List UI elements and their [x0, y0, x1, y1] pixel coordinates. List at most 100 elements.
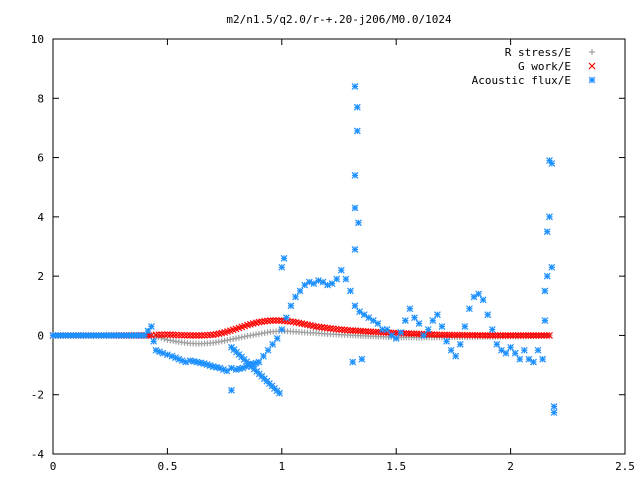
x-tick-label: 1 [278, 460, 285, 473]
data-point [228, 386, 235, 394]
data-point [415, 320, 423, 327]
data-point [430, 331, 438, 338]
data-point [543, 272, 551, 280]
data-point [353, 103, 361, 111]
data-point [161, 331, 168, 339]
data-point [447, 346, 455, 354]
data-point [479, 331, 487, 339]
data-point [351, 246, 359, 253]
data-point [266, 317, 274, 325]
data-point [438, 323, 446, 330]
data-point [489, 332, 497, 339]
data-point [520, 346, 528, 354]
data-point [406, 305, 414, 313]
data-point [497, 332, 504, 339]
data-point [524, 332, 532, 339]
data-point [333, 275, 341, 283]
y-tick-label: 8 [37, 92, 44, 105]
plot-frame [52, 38, 626, 455]
data-point [278, 326, 286, 333]
data-point [517, 332, 525, 339]
data-point [458, 331, 466, 339]
y-tick-label: 0 [37, 329, 44, 342]
data-point [465, 305, 473, 313]
data-point [461, 331, 469, 339]
legend-marker [588, 62, 596, 70]
data-point [147, 323, 155, 330]
data-point [456, 340, 464, 348]
legend-label: R stress/E [505, 46, 571, 59]
data-point [314, 277, 322, 285]
data-point [335, 326, 343, 333]
data-point [507, 332, 515, 339]
data-point [516, 355, 524, 363]
data-point [351, 302, 359, 310]
data-point [356, 308, 364, 316]
data-point [514, 332, 522, 339]
data-point [474, 331, 481, 339]
data-point [550, 409, 558, 416]
data-point [175, 331, 183, 339]
data-point [360, 311, 368, 319]
data-point [158, 331, 166, 339]
data-point [204, 331, 211, 339]
x-tick-label: 1.5 [386, 460, 406, 473]
data-point [189, 332, 197, 339]
data-point [273, 334, 281, 342]
data-point [351, 83, 359, 90]
data-point [182, 358, 190, 366]
data-point [183, 331, 191, 339]
data-point [349, 358, 357, 366]
data-point [144, 327, 152, 335]
data-point [178, 331, 186, 339]
y-tick-label: 2 [37, 270, 44, 283]
data-point [493, 340, 501, 348]
data-point [498, 346, 505, 354]
series-layer [49, 83, 558, 416]
data-point [502, 349, 510, 357]
data-point [413, 330, 420, 338]
data-point [328, 280, 336, 287]
data-point [530, 358, 537, 366]
data-point [355, 219, 362, 227]
data-point [453, 331, 461, 339]
data-point [539, 355, 547, 363]
data-point [275, 317, 283, 325]
data-point [172, 331, 180, 339]
data-point [511, 349, 519, 357]
data-point [540, 332, 548, 339]
data-point [527, 332, 535, 339]
data-point [550, 403, 558, 410]
data-point [292, 293, 299, 301]
data-point [255, 358, 263, 366]
data-point [358, 355, 366, 363]
data-point [484, 311, 492, 319]
data-point [479, 296, 487, 304]
data-point [433, 331, 441, 339]
data-point [438, 331, 446, 339]
data-point [443, 331, 451, 339]
data-point [201, 331, 209, 339]
y-tick-label: 6 [37, 152, 44, 165]
y-tick-label: -2 [31, 389, 44, 402]
data-point [276, 389, 283, 397]
legend-label: G work/E [518, 60, 571, 73]
data-point [408, 330, 415, 338]
data-point [282, 314, 290, 322]
data-point [535, 332, 543, 339]
data-point [546, 213, 553, 221]
data-point [491, 332, 499, 339]
data-point [512, 332, 520, 339]
data-point [411, 314, 418, 322]
data-point [141, 332, 148, 339]
data-point [499, 332, 507, 339]
data-point [534, 346, 542, 354]
data-point [481, 331, 489, 339]
data-point [152, 331, 160, 339]
data-point [463, 331, 471, 339]
data-point [269, 317, 277, 325]
data-point [342, 275, 350, 283]
data-point [504, 332, 512, 339]
